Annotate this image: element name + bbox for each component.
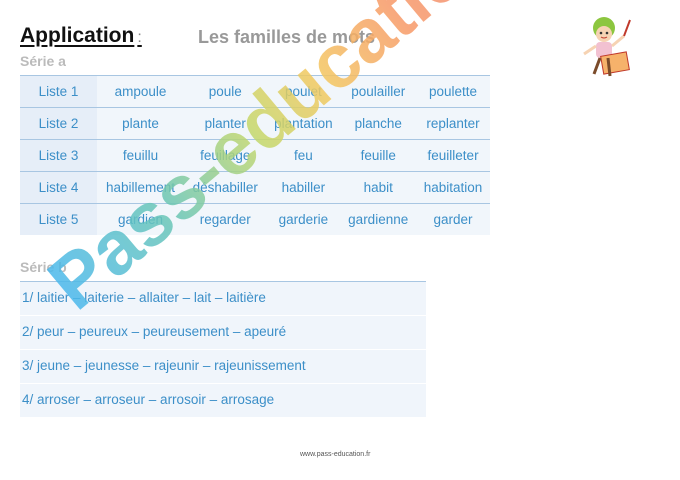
word-family-lines: 1/ laitier – laiterie – allaiter – lait …: [20, 281, 426, 417]
list-label: Liste 2: [20, 107, 97, 140]
word-cell: planter: [184, 107, 267, 140]
word-cell: poulailler: [340, 75, 417, 108]
table-row: Liste 3 feuillu feuillage feu feuille fe…: [20, 139, 490, 172]
word-cell: poulette: [416, 75, 490, 108]
footer-url: www.pass-education.fr: [300, 451, 371, 458]
word-cell: poulet: [266, 75, 341, 108]
word-cell: gardienne: [340, 203, 417, 235]
word-cell: plantation: [266, 107, 341, 140]
word-cell: plante: [97, 107, 185, 140]
series-b-heading: Série b: [20, 259, 67, 275]
word-cell: feuilleter: [416, 139, 490, 172]
word-cell: planche: [340, 107, 417, 140]
word-cell: ampoule: [97, 75, 185, 108]
list-label: Liste 1: [20, 75, 97, 108]
word-cell: feuillu: [97, 139, 185, 172]
word-cell: habit: [340, 171, 417, 204]
word-cell: feuille: [340, 139, 417, 172]
list-label: Liste 5: [20, 203, 97, 235]
table-row: Liste 2 plante planter plantation planch…: [20, 107, 490, 140]
word-cell: garder: [416, 203, 490, 235]
title-colon: :: [137, 29, 142, 46]
list-item: 2/ peur – peureux – peureusement – apeur…: [20, 315, 426, 349]
word-lists-table: Liste 1 ampoule poule poulet poulailler …: [20, 75, 490, 235]
list-item: 1/ laitier – laiterie – allaiter – lait …: [20, 281, 426, 315]
list-item: 3/ jeune – jeunesse – rajeunir – rajeuni…: [20, 349, 426, 383]
word-cell: replanter: [416, 107, 490, 140]
table-row: Liste 5 gardien regarder garderie gardie…: [20, 203, 490, 235]
table-row: Liste 4 habillement déshabiller habiller…: [20, 171, 490, 204]
series-a-heading: Série a: [20, 53, 66, 69]
word-cell: déshabiller: [184, 171, 267, 204]
word-cell: gardien: [97, 203, 185, 235]
student-mascot-icon: [572, 14, 642, 89]
list-label: Liste 3: [20, 139, 97, 172]
page-title: Application:: [20, 24, 142, 47]
word-cell: regarder: [184, 203, 267, 235]
word-cell: habitation: [416, 171, 490, 204]
word-cell: feu: [266, 139, 341, 172]
word-cell: habillement: [97, 171, 185, 204]
word-cell: feuillage: [184, 139, 267, 172]
word-cell: garderie: [266, 203, 341, 235]
table-row: Liste 1 ampoule poule poulet poulailler …: [20, 75, 490, 108]
list-label: Liste 4: [20, 171, 97, 204]
list-item: 4/ arroser – arroseur – arrosoir – arros…: [20, 383, 426, 417]
word-cell: habiller: [266, 171, 341, 204]
word-cell: poule: [184, 75, 267, 108]
page-subtitle: Les familles de mots: [198, 27, 376, 47]
